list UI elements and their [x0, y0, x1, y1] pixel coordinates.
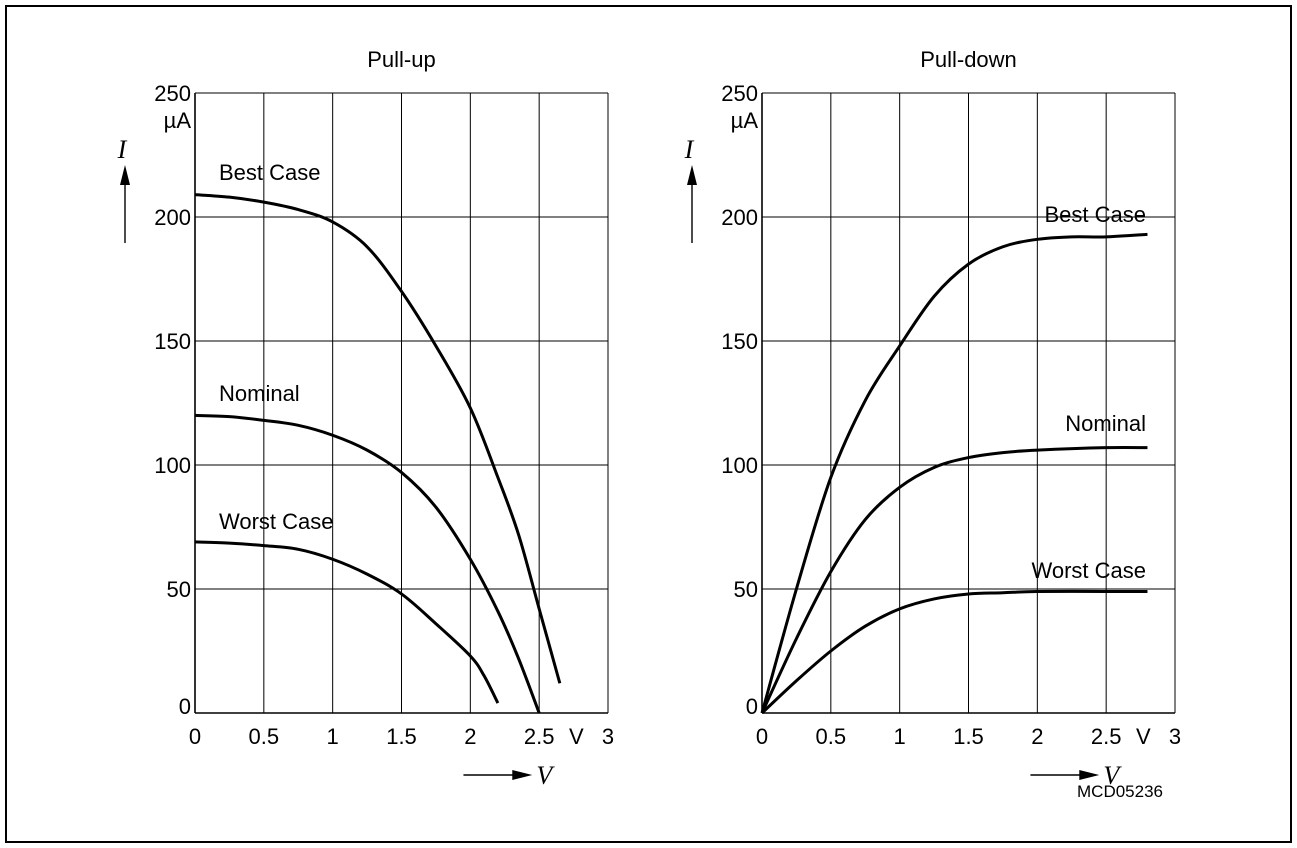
- y-tick-label: 250: [154, 81, 191, 106]
- y-tick-label: 200: [154, 205, 191, 230]
- x-unit-label: V: [569, 724, 584, 749]
- series-label-worst-case: Worst Case: [219, 509, 334, 534]
- figure-frame: [5, 5, 1292, 843]
- x-tick-label: 2.5: [524, 724, 555, 749]
- x-tick-label: 0: [189, 724, 201, 749]
- x-tick-label: 1.5: [386, 724, 417, 749]
- y-axis-arrow-icon: [687, 165, 697, 185]
- x-axis-arrow-icon: [1079, 770, 1100, 780]
- y-axis-label: I: [684, 135, 695, 164]
- series-label-nominal: Nominal: [219, 381, 300, 406]
- x-tick-label: 1: [327, 724, 339, 749]
- x-axis-label: V: [1103, 761, 1122, 790]
- y-tick-label: 150: [154, 329, 191, 354]
- x-tick-label: 0.5: [816, 724, 847, 749]
- series-line-worst-case: [194, 540, 500, 704]
- x-tick-label: 1.5: [953, 724, 984, 749]
- chart-title: Pull-down: [920, 47, 1017, 72]
- series-label-best-case: Best Case: [1045, 202, 1147, 227]
- y-unit-label: µA: [731, 108, 759, 133]
- y-axis-label: I: [117, 135, 128, 164]
- x-tick-label: 2.5: [1091, 724, 1122, 749]
- x-tick-label: 0: [756, 724, 768, 749]
- series-label-best-case: Best Case: [219, 160, 321, 185]
- y-unit-label: µA: [164, 108, 192, 133]
- y-tick-label: 150: [721, 329, 758, 354]
- y-tick-label: 100: [154, 453, 191, 478]
- x-tick-label: 2: [464, 724, 476, 749]
- y-tick-label: 250: [721, 81, 758, 106]
- x-axis-arrow-icon: [512, 770, 533, 780]
- y-axis-arrow-icon: [120, 165, 130, 185]
- y-tick-label: 200: [721, 205, 758, 230]
- series-label-nominal: Nominal: [1065, 411, 1146, 436]
- x-axis-label: V: [536, 761, 555, 790]
- x-unit-label: V: [1136, 724, 1151, 749]
- chart-title: Pull-up: [367, 47, 435, 72]
- x-tick-label: 3: [1169, 724, 1181, 749]
- y-tick-label: 100: [721, 453, 758, 478]
- x-tick-label: 0.5: [249, 724, 280, 749]
- figure-id: MCD05236: [1077, 782, 1163, 801]
- y-tick-label: 50: [734, 577, 758, 602]
- series-line-best-case: [194, 193, 562, 684]
- series-line-nominal: [194, 413, 541, 714]
- x-tick-label: 3: [602, 724, 614, 749]
- x-tick-label: 2: [1031, 724, 1043, 749]
- series-line-worst-case: [760, 589, 1148, 715]
- x-tick-label: 1: [894, 724, 906, 749]
- series-line-best-case: [760, 232, 1148, 714]
- series-label-worst-case: Worst Case: [1031, 558, 1146, 583]
- y-tick-label: 0: [179, 694, 191, 719]
- series-line-nominal: [760, 445, 1148, 714]
- y-tick-label: 50: [167, 577, 191, 602]
- y-tick-label: 0: [746, 694, 758, 719]
